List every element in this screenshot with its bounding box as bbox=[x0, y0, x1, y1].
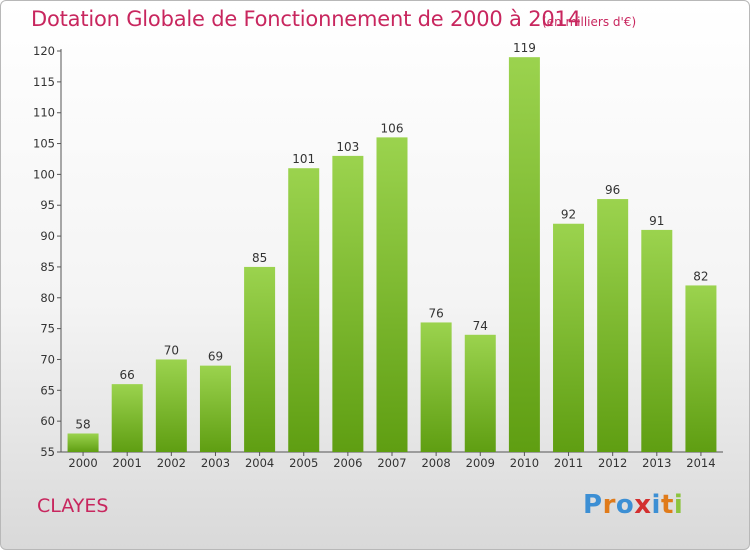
bar-2013 bbox=[641, 229, 673, 452]
x-tick-label: 2009 bbox=[466, 456, 495, 470]
y-tick-label: 80 bbox=[40, 291, 55, 305]
bar-2008 bbox=[420, 322, 452, 452]
x-tick-label: 2010 bbox=[510, 456, 539, 470]
bar-2009 bbox=[464, 334, 496, 452]
commune-name: CLAYES bbox=[37, 495, 109, 517]
logo-letter: i bbox=[673, 490, 684, 520]
y-tick-label: 75 bbox=[40, 322, 55, 336]
x-tick-label: 2013 bbox=[642, 456, 671, 470]
bar-value-label: 92 bbox=[561, 208, 576, 222]
bar-2002 bbox=[155, 359, 187, 452]
logo-letter: r bbox=[602, 490, 616, 520]
y-tick-label: 65 bbox=[40, 383, 55, 397]
y-tick-label: 90 bbox=[40, 229, 55, 243]
x-tick-label: 2006 bbox=[333, 456, 362, 470]
chart-unit: (en milliers d'€) bbox=[542, 15, 637, 29]
bar-value-label: 101 bbox=[292, 152, 315, 166]
x-tick-label: 2011 bbox=[554, 456, 583, 470]
axes: 55 60 65 70 75 80 85 90 95 100 105 110 115 120 2000 200… bbox=[33, 44, 723, 470]
bar-value-label: 119 bbox=[513, 41, 536, 55]
bar-value-label: 85 bbox=[252, 251, 267, 265]
bar-value-label: 96 bbox=[605, 183, 620, 197]
bar-value-label: 69 bbox=[208, 350, 223, 364]
x-tick-label: 2012 bbox=[598, 456, 627, 470]
bar-value-label: 70 bbox=[164, 343, 179, 357]
logo-letter: x bbox=[634, 490, 652, 520]
x-tick-label: 2008 bbox=[421, 456, 450, 470]
y-tick-label: 115 bbox=[33, 75, 55, 89]
bar-value-label: 103 bbox=[336, 140, 359, 154]
bar-2012 bbox=[597, 199, 629, 452]
y-tick-label: 100 bbox=[33, 167, 55, 181]
logo-letter: o bbox=[615, 490, 635, 520]
bar-value-label: 66 bbox=[120, 368, 135, 382]
bar-value-label: 76 bbox=[428, 306, 443, 320]
bar-2010 bbox=[508, 57, 540, 453]
x-tick-label: 2004 bbox=[245, 456, 274, 470]
bar-2006 bbox=[332, 155, 364, 452]
x-tick-label: 2005 bbox=[289, 456, 318, 470]
bar-2000 bbox=[67, 433, 99, 452]
chart-title: Dotation Globale de Fonctionnement de 20… bbox=[31, 7, 581, 31]
bar-2007 bbox=[376, 137, 408, 452]
y-tick-label: 55 bbox=[40, 445, 55, 459]
bar-value-label: 74 bbox=[473, 319, 488, 333]
y-tick-label: 60 bbox=[40, 414, 55, 428]
y-tick-label: 95 bbox=[40, 198, 55, 212]
bars: 58 66 70 69 85 101 103 106 76 74 119 92 96 91 82 bbox=[67, 41, 717, 453]
x-tick-label: 2001 bbox=[113, 456, 142, 470]
bar-2011 bbox=[553, 223, 585, 452]
y-tick-label: 105 bbox=[33, 137, 55, 151]
proxiti-logo[interactable]: Proxiti bbox=[583, 490, 683, 520]
x-tick-label: 2002 bbox=[157, 456, 186, 470]
x-tick-label: 2000 bbox=[68, 456, 97, 470]
logo-letter: i bbox=[651, 490, 661, 520]
x-tick-label: 2014 bbox=[686, 456, 715, 470]
logo-letter: P bbox=[583, 490, 603, 520]
x-tick-label: 2007 bbox=[377, 456, 406, 470]
y-tick-label: 120 bbox=[33, 44, 55, 58]
bar-2001 bbox=[111, 384, 143, 452]
y-tick-label: 70 bbox=[40, 352, 55, 366]
y-tick-label: 85 bbox=[40, 260, 55, 274]
bar-2014 bbox=[685, 285, 717, 452]
logo-letter: t bbox=[660, 490, 674, 520]
bar-2003 bbox=[199, 365, 231, 452]
bar-value-label: 91 bbox=[649, 214, 664, 228]
bar-2005 bbox=[288, 168, 320, 452]
bar-value-label: 82 bbox=[693, 269, 708, 283]
y-tick-label: 110 bbox=[33, 106, 55, 120]
bar-value-label: 58 bbox=[75, 417, 90, 431]
bar-2004 bbox=[244, 266, 276, 452]
bar-value-label: 106 bbox=[381, 121, 404, 135]
x-tick-label: 2003 bbox=[201, 456, 230, 470]
